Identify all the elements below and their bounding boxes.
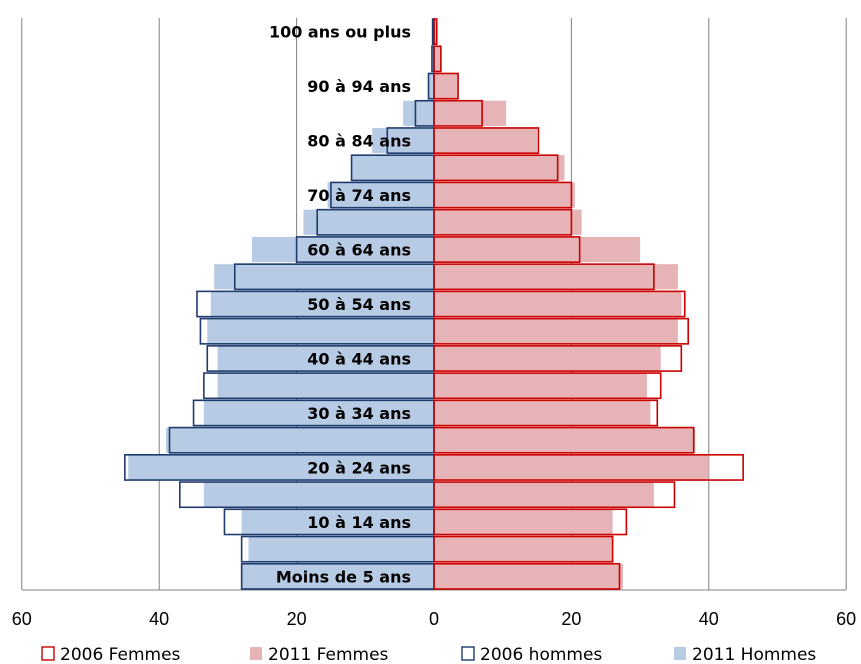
bar-2011-hommes-14 (203, 400, 434, 426)
x-tick-label-6: 60 (836, 609, 856, 629)
bar-2011-hommes-15 (166, 427, 434, 453)
bar-2006-femmes-7 (433, 208, 573, 236)
bar-2011-femmes-3 (434, 100, 507, 126)
bar-2011-hommes-8 (251, 236, 434, 263)
age-label-20: Moins de 5 ans (276, 567, 411, 586)
x-tick-label-4: 20 (561, 609, 581, 629)
bar-2006-femmes-18 (433, 508, 628, 536)
age-label-4: 80 à 84 ans (307, 132, 411, 151)
bar-2011-hommes-1 (431, 46, 434, 72)
legend-swatch-2 (461, 646, 475, 661)
age-label-0: 100 ans ou plus (269, 23, 411, 42)
bar-2011-femmes-11 (434, 318, 678, 344)
series-2006-hommes (124, 18, 435, 590)
age-label-6: 70 à 74 ans (307, 186, 411, 205)
bar-2011-hommes-17 (203, 482, 434, 508)
x-tick-label-2: 20 (287, 609, 307, 629)
bar-2011-femmes-4 (434, 127, 538, 154)
bar-2006-femmes-12 (433, 345, 683, 372)
x-tick-label-0: 60 (12, 609, 32, 629)
bar-2011-hommes-12 (217, 345, 434, 372)
legend: 2006 Femmes 2011 Femmes 2006 hommes 2011 Ho… (41, 645, 816, 664)
bar-2011-femmes-17 (434, 482, 654, 508)
bar-2006-femmes-10 (433, 290, 686, 318)
bar-2006-femmes-3 (433, 99, 483, 127)
bar-2011-hommes-19 (248, 536, 434, 562)
bar-2006-femmes-20 (433, 562, 621, 590)
bar-2006-femmes-6 (433, 181, 573, 209)
bar-2011-hommes-2 (428, 73, 434, 99)
bar-2006-femmes-8 (433, 236, 581, 263)
bar-2011-hommes-18 (241, 509, 434, 535)
x-axis-tick-labels: 60 40 20 0 20 40 60 (12, 609, 856, 629)
legend-label-0: 2006 Femmes (60, 645, 181, 664)
bar-2006-femmes-13 (433, 372, 662, 400)
bar-2006-femmes-11 (433, 317, 689, 345)
age-label-2: 90 à 94 ans (307, 77, 411, 96)
bar-2011-femmes-8 (434, 236, 641, 263)
legend-swatch-1 (250, 647, 262, 660)
gridlines (21, 18, 847, 591)
bar-2011-hommes-13 (217, 373, 434, 399)
bar-2011-hommes-10 (210, 291, 434, 317)
bar-2006-femmes-16 (433, 454, 744, 481)
series-2011-hommes (128, 19, 434, 589)
bar-2011-femmes-20 (434, 563, 623, 589)
bar-2011-femmes-15 (434, 427, 696, 453)
bar-2006-femmes-19 (433, 535, 614, 563)
series-2006-femmes (433, 18, 744, 590)
age-label-18: 10 à 14 ans (307, 513, 411, 532)
age-label-12: 40 à 44 ans (307, 349, 411, 368)
bar-2006-femmes-1 (433, 45, 442, 73)
legend-label-1: 2011 Femmes (268, 645, 389, 664)
bar-2006-femmes-15 (433, 426, 695, 454)
age-label-16: 20 à 24 ans (307, 458, 411, 477)
bar-2011-femmes-0 (434, 19, 437, 45)
bar-2011-hommes-16 (128, 454, 434, 481)
bar-2011-femmes-7 (434, 209, 582, 235)
bar-2011-femmes-13 (434, 373, 647, 399)
bar-2011-femmes-14 (434, 400, 651, 426)
x-tick-label-5: 40 (699, 609, 719, 629)
bar-2011-hommes-6 (327, 182, 434, 208)
bar-2011-hommes-9 (214, 264, 434, 290)
bar-2011-femmes-5 (434, 155, 565, 181)
legend-label-2: 2006 hommes (480, 645, 602, 664)
x-tick-label-1: 40 (149, 609, 169, 629)
legend-label-3: 2011 Hommes (692, 645, 816, 664)
bar-2011-femmes-12 (434, 345, 661, 372)
bar-2006-femmes-2 (433, 72, 459, 100)
bar-2011-femmes-9 (434, 264, 678, 290)
series-2011-femmes (434, 19, 709, 589)
bar-2011-hommes-7 (303, 209, 434, 235)
bar-2011-femmes-19 (434, 536, 613, 562)
bar-2011-hommes-5 (351, 155, 434, 181)
bar-2006-femmes-14 (433, 399, 659, 427)
age-group-labels: 100 ans ou plus 90 à 94 ans 80 à 84 ans 70 … (269, 23, 411, 587)
bar-2011-femmes-10 (434, 291, 682, 317)
age-label-14: 30 à 34 ans (307, 404, 411, 423)
legend-swatch-3 (674, 647, 686, 660)
bar-2011-hommes-11 (207, 318, 434, 344)
bar-2006-femmes-0 (433, 18, 438, 46)
bar-2011-femmes-18 (434, 509, 613, 535)
bar-2011-hommes-3 (403, 100, 434, 126)
bar-2011-femmes-1 (434, 46, 441, 72)
bar-2011-femmes-16 (434, 454, 709, 481)
age-label-10: 50 à 54 ans (307, 295, 411, 314)
bar-2006-femmes-5 (433, 154, 559, 182)
bar-2011-hommes-4 (372, 127, 434, 154)
x-tick-label-3: 0 (429, 609, 439, 629)
bar-2006-femmes-4 (433, 127, 540, 154)
bar-2011-femmes-2 (434, 73, 459, 99)
legend-swatch-0 (41, 646, 55, 661)
bar-2006-femmes-9 (433, 263, 655, 291)
bar-2011-femmes-6 (434, 182, 575, 208)
age-label-8: 60 à 64 ans (307, 241, 411, 260)
bar-2011-hommes-20 (241, 563, 434, 589)
bar-2006-femmes-17 (433, 481, 676, 509)
